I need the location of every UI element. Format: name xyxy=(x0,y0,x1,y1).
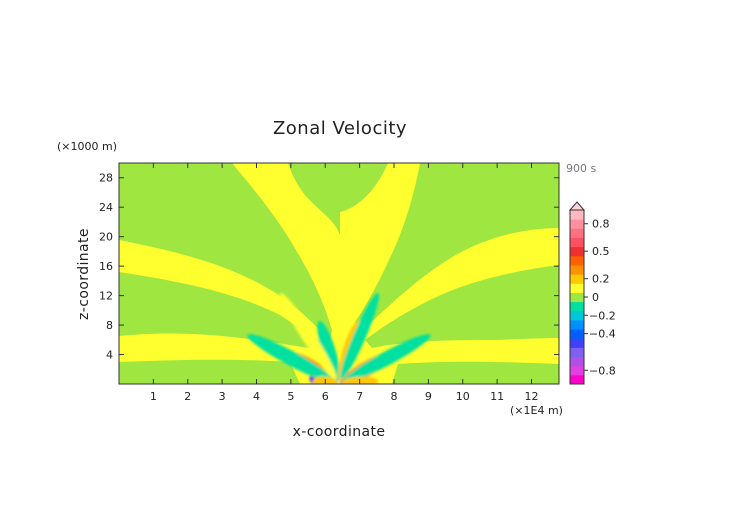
plot-frame xyxy=(118,162,560,385)
region-top-left xyxy=(119,163,332,340)
y-tick-label: 20 xyxy=(99,231,113,244)
feature-lobe xyxy=(247,334,335,383)
colorbar-swatch xyxy=(570,310,584,321)
feature-lobe xyxy=(340,292,380,380)
x-axis-label: x-coordinate xyxy=(293,424,386,440)
colorbar-swatch xyxy=(570,264,584,275)
region-left-low xyxy=(119,359,300,384)
colorbar-tick-label: 0.8 xyxy=(592,218,610,231)
source-features xyxy=(247,292,431,384)
region-top-right xyxy=(355,163,559,330)
colorbar-tick-label: 0.2 xyxy=(592,273,610,286)
colorbar-tick-label: −0.8 xyxy=(589,364,616,377)
x-tick-label: 4 xyxy=(253,390,260,403)
region-right-low xyxy=(392,361,559,384)
colorbar: −0.8 −0.4 −0.2 0 0.2 0.5 0.8 xyxy=(568,201,616,385)
colorbar-swatch xyxy=(570,283,584,293)
colorbar-swatch xyxy=(570,301,584,312)
colorbar-tick-label: −0.4 xyxy=(589,328,616,341)
colorbar-swatch xyxy=(570,374,584,385)
feature-lobe xyxy=(343,334,431,383)
chart-title: Zonal Velocity xyxy=(273,118,407,139)
colorbar-swatch xyxy=(570,246,584,257)
colorbar-swatch xyxy=(570,319,584,330)
y-tick-label: 16 xyxy=(99,260,113,273)
x-tick-label: 5 xyxy=(287,390,294,403)
x-tick-label: 2 xyxy=(184,390,191,403)
colorbar-swatch xyxy=(570,365,584,376)
x-tick-label: 3 xyxy=(219,390,226,403)
y-axis: 4 8 12 16 20 24 28 xyxy=(99,172,559,362)
x-tick-label: 6 xyxy=(322,390,329,403)
x-tick-label: 10 xyxy=(456,390,470,403)
region-left-mid xyxy=(119,272,330,350)
negative-regions xyxy=(119,163,559,384)
colorbar-swatch xyxy=(570,210,584,220)
colorbar-swatch xyxy=(570,338,584,348)
y-tick-label: 24 xyxy=(99,201,113,214)
colorbar-swatch xyxy=(570,228,584,238)
colorbar-extend-arrow xyxy=(568,201,586,211)
colorbar-swatch xyxy=(570,292,584,303)
y-tick-label: 4 xyxy=(106,349,113,362)
region-top-center xyxy=(288,163,340,235)
x-tick-label: 12 xyxy=(525,390,539,403)
feature-lobe xyxy=(317,320,341,381)
x-axis: 1 2 3 4 5 6 7 8 9 10 11 12 xyxy=(150,163,539,403)
colorbar-swatch xyxy=(570,237,584,248)
region-right-mid xyxy=(365,265,559,348)
x-tick-label: 7 xyxy=(356,390,363,403)
y-tick-label: 8 xyxy=(106,319,113,332)
colorbar-tick-label: 0.5 xyxy=(592,245,610,258)
colorbar-swatch xyxy=(570,274,584,284)
x-tick-label: 11 xyxy=(490,390,504,403)
colorbar-tick-label: −0.2 xyxy=(589,309,616,322)
x-tick-label: 1 xyxy=(150,390,157,403)
y-multiplier-label: (×1000 m) xyxy=(57,140,117,153)
feature-lobe xyxy=(279,292,337,380)
region-top-center-right xyxy=(340,163,388,212)
x-multiplier-label: (×1E4 m) xyxy=(510,404,563,417)
x-tick-label: 8 xyxy=(391,390,398,403)
colorbar-swatch xyxy=(570,356,584,367)
plot-area xyxy=(119,163,559,384)
colorbar-swatch xyxy=(570,255,584,266)
y-axis-label: z-coordinate xyxy=(76,228,92,320)
colorbar-tick-label: 0 xyxy=(592,291,599,304)
y-tick-label: 12 xyxy=(99,290,113,303)
colorbar-swatch xyxy=(570,219,584,229)
y-tick-label: 28 xyxy=(99,172,113,185)
colorbar-swatch xyxy=(570,329,584,339)
x-tick-label: 9 xyxy=(425,390,432,403)
colorbar-swatch xyxy=(570,347,584,358)
time-label: 900 s xyxy=(566,162,596,175)
